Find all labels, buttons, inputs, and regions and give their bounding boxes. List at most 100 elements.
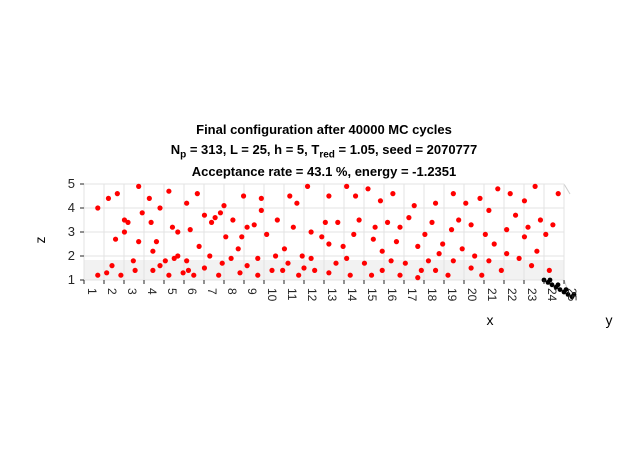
data-point (312, 267, 318, 273)
data-point (326, 193, 332, 199)
x-tick-label: 24 (545, 288, 559, 302)
data-point (322, 219, 328, 225)
data-point (258, 207, 264, 213)
data-point (132, 267, 138, 273)
x-tick-label: 16 (385, 288, 399, 302)
data-point (370, 236, 376, 242)
data-point (379, 248, 385, 254)
data-point (255, 255, 261, 261)
data-point (166, 272, 172, 278)
title-line3-text: Acceptance rate = 43.1 %, energy = -1.23… (191, 164, 457, 179)
data-point (208, 219, 215, 225)
data-point (258, 195, 264, 201)
data-point (525, 224, 531, 230)
axis-ticks: 1 2 3 4 5 6 7 8 9 10 11 12 13 14 15 16 17 18 19 20 21 22 23 24 2… (68, 176, 579, 302)
data-point (136, 183, 142, 189)
data-point (184, 258, 190, 264)
data-point (255, 272, 261, 278)
data-point (468, 265, 474, 271)
data-point (150, 267, 156, 273)
data-point (472, 253, 478, 259)
data-point (239, 234, 245, 240)
data-point (95, 205, 101, 211)
data-point (230, 217, 236, 223)
data-point (521, 234, 528, 240)
title-line2-tail: = 1.05, seed = 2070777 (334, 142, 478, 157)
x-tick-label: 15 (365, 288, 379, 302)
data-points (95, 183, 577, 300)
data-point (377, 198, 384, 204)
data-point (532, 183, 538, 189)
data-point (361, 260, 368, 266)
data-point (388, 258, 394, 264)
data-point (175, 253, 181, 259)
data-point (301, 265, 307, 271)
data-point (308, 255, 314, 261)
x-tick-label: 9 (245, 288, 259, 295)
data-point-dark (555, 282, 561, 288)
data-point (237, 270, 243, 276)
data-point (379, 267, 385, 273)
data-point (281, 246, 288, 252)
data-point (223, 234, 229, 240)
data-point (157, 263, 163, 269)
data-point (521, 198, 528, 204)
data-point (422, 231, 428, 237)
data-point (180, 270, 186, 276)
chart-title-line1: Final configuration after 40000 MC cycle… (0, 122, 624, 137)
x-tick-label: 7 (205, 288, 219, 295)
z-tick-label: 3 (68, 224, 75, 239)
x-tick-label: 3 (125, 288, 139, 295)
box-edge (563, 183, 571, 195)
data-point (274, 217, 280, 223)
data-point (269, 267, 275, 273)
data-point (411, 203, 417, 209)
data-point (272, 253, 279, 259)
data-point (326, 241, 332, 247)
data-point (157, 205, 163, 211)
x-tick-label: 5 (165, 288, 179, 295)
data-point-dark (549, 282, 555, 288)
data-point (486, 258, 492, 264)
data-point (166, 188, 172, 194)
x-tick-label: 12 (305, 288, 319, 302)
data-point (326, 270, 332, 276)
data-point (436, 251, 442, 257)
data-point (191, 272, 197, 278)
data-point (393, 239, 400, 245)
z-tick-label: 2 (68, 248, 75, 263)
data-point (504, 251, 510, 257)
data-point (479, 272, 485, 278)
x-axis-label: x (487, 312, 494, 328)
data-point-dark (571, 292, 577, 297)
data-point (429, 219, 435, 225)
data-point (448, 227, 455, 233)
data-point (504, 227, 510, 233)
data-point (95, 272, 101, 278)
data-point (240, 193, 247, 199)
data-point (319, 234, 325, 240)
data-point (344, 255, 350, 261)
x-tick-label: 14 (345, 288, 359, 302)
data-point (402, 260, 408, 266)
data-point (294, 200, 300, 206)
x-tick-label: 21 (485, 288, 499, 302)
data-point (546, 267, 552, 273)
title-line1-text: Final configuration after 40000 MC cycle… (196, 122, 452, 137)
data-point (212, 215, 218, 221)
x-tick-label: 17 (405, 288, 419, 302)
data-point (335, 219, 341, 225)
data-point (450, 258, 456, 264)
data-point (125, 219, 131, 225)
data-point (299, 253, 305, 259)
data-point (114, 191, 120, 197)
data-point (397, 224, 403, 230)
data-point (456, 217, 462, 223)
y-axis-label: y (606, 312, 613, 328)
x-tick-label: 10 (265, 288, 279, 302)
data-point (482, 231, 488, 237)
data-point (418, 267, 424, 273)
data-point (296, 272, 302, 278)
